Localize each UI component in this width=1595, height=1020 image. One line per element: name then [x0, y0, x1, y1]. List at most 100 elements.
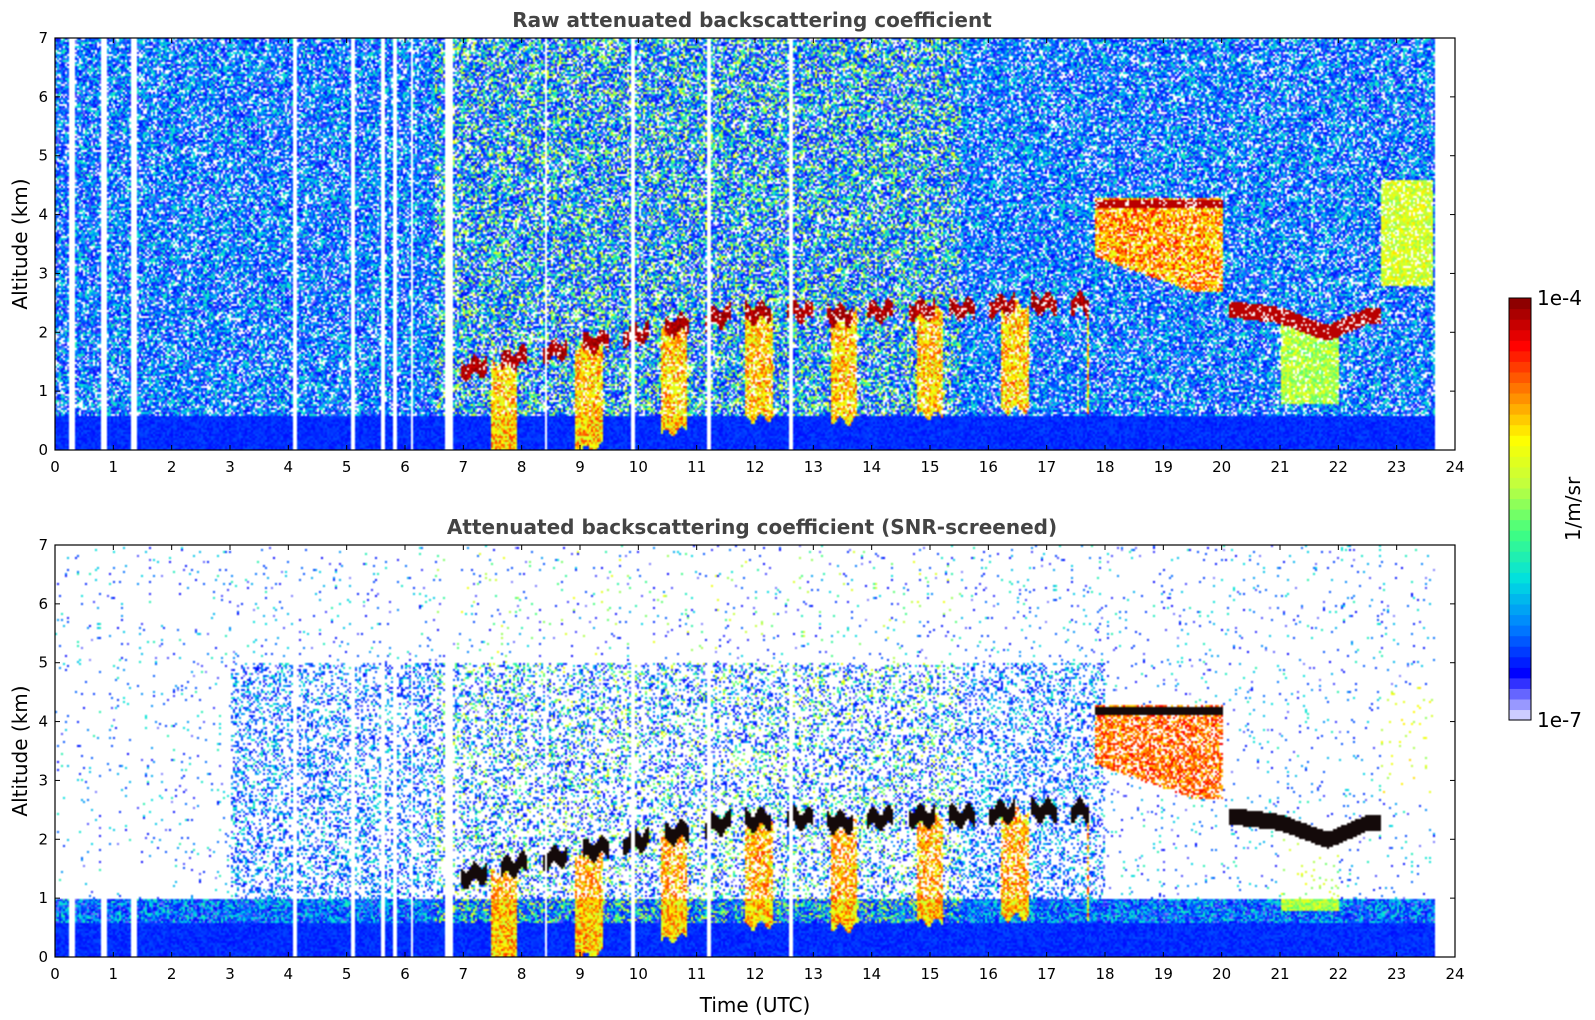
y-tick-label: 6 — [38, 88, 48, 106]
colorbar-level — [1509, 530, 1531, 542]
x-tick-label: 1 — [109, 965, 119, 983]
colorbar-level — [1509, 519, 1531, 531]
top-heatmap — [55, 38, 1455, 450]
colorbar-unit-label: 1/m/sr — [1561, 476, 1585, 541]
colorbar-level — [1509, 677, 1531, 689]
colorbar-level — [1509, 445, 1531, 457]
top-y-axis: 0 1 2 3 4 5 6 7 — [38, 29, 1455, 459]
colorbar-level — [1509, 329, 1531, 341]
colorbar-level — [1509, 698, 1531, 711]
x-tick-label: 6 — [400, 458, 410, 476]
y-tick-label: 5 — [38, 654, 48, 672]
x-tick-label: 7 — [459, 965, 469, 983]
x-tick-label: 10 — [629, 458, 648, 476]
colorbar-level — [1509, 466, 1531, 478]
y-tick-label: 6 — [38, 595, 48, 613]
y-tick-label: 4 — [38, 713, 48, 731]
x-tick-label: 14 — [862, 458, 881, 476]
x-tick-label: 2 — [167, 458, 177, 476]
y-tick-label: 3 — [38, 771, 48, 789]
x-tick-label: 2 — [167, 965, 177, 983]
top-heatmap-image — [55, 38, 1455, 450]
y-tick-label: 2 — [38, 323, 48, 341]
x-tick-label: 11 — [687, 458, 706, 476]
colorbar-level — [1509, 298, 1531, 310]
bottom-y-axis: 0 1 2 3 4 5 6 7 — [38, 536, 1455, 966]
x-tick-label: 14 — [862, 965, 881, 983]
colorbar-level — [1509, 603, 1531, 616]
x-tick-label: 12 — [745, 965, 764, 983]
top-x-axis: 0 1 2 3 4 5 6 7 8 9 10 11 12 13 14 15 16 17 18 19 20 21 22 23 24 — [50, 38, 1465, 476]
y-tick-label: 0 — [38, 441, 48, 459]
colorbar-level — [1509, 572, 1531, 584]
colorbar-level — [1509, 709, 1531, 721]
colorbar-level — [1509, 498, 1531, 510]
x-tick-label: 20 — [1212, 965, 1231, 983]
x-tick-label: 6 — [400, 965, 410, 983]
bottom-chart-title: Attenuated backscattering coefficient (S… — [447, 515, 1057, 539]
colorbar-level — [1509, 361, 1531, 373]
bottom-x-axis: 0 1 2 3 4 5 6 7 8 9 10 11 12 13 14 15 16 17 18 19 20 21 22 23 24 — [50, 545, 1465, 983]
colorbar-level — [1509, 424, 1531, 436]
x-tick-label: 7 — [459, 458, 469, 476]
top-chart-title: Raw attenuated backscattering coefficien… — [512, 8, 992, 32]
colorbar-level — [1509, 561, 1531, 573]
colorbar-max-label: 1e-4 — [1537, 286, 1582, 310]
x-tick-label: 4 — [284, 965, 294, 983]
y-tick-label: 3 — [38, 264, 48, 282]
colorbar-min-label: 1e-7 — [1537, 708, 1582, 732]
colorbar-level — [1509, 414, 1531, 426]
colorbar-level — [1509, 656, 1531, 668]
x-tick-label: 15 — [920, 458, 939, 476]
colorbar-level — [1509, 319, 1531, 331]
colorbar-level — [1509, 477, 1531, 489]
x-tick-label: 23 — [1387, 965, 1406, 983]
x-tick-label: 19 — [1154, 458, 1173, 476]
y-tick-label: 7 — [38, 536, 48, 554]
x-tick-label: 22 — [1329, 965, 1348, 983]
colorbar-level — [1509, 582, 1531, 594]
colorbar-level — [1509, 540, 1531, 552]
y-tick-label: 5 — [38, 147, 48, 165]
x-tick-label: 0 — [50, 458, 60, 476]
x-tick-label: 18 — [1095, 965, 1114, 983]
x-tick-label: 3 — [225, 965, 235, 983]
y-tick-label: 1 — [38, 889, 48, 907]
colorbar-level — [1509, 382, 1531, 394]
bottom-heatmap-image — [55, 545, 1455, 957]
colorbar-level — [1509, 593, 1531, 605]
x-tick-label: 9 — [575, 965, 585, 983]
x-tick-label: 18 — [1095, 458, 1114, 476]
colorbar-frame — [1508, 297, 1532, 721]
colorbar-level — [1509, 625, 1531, 637]
x-tick-label: 20 — [1212, 458, 1231, 476]
x-tick-label: 15 — [920, 965, 939, 983]
y-tick-label: 7 — [38, 29, 48, 47]
x-tick-label: 8 — [517, 458, 527, 476]
x-axis-label: Time (UTC) — [699, 993, 811, 1017]
x-tick-label: 13 — [804, 965, 823, 983]
x-tick-label: 11 — [687, 965, 706, 983]
x-tick-label: 12 — [745, 458, 764, 476]
x-tick-label: 16 — [979, 965, 998, 983]
x-tick-label: 17 — [1037, 458, 1056, 476]
bottom-heatmap — [55, 545, 1455, 957]
x-tick-label: 24 — [1445, 965, 1464, 983]
colorbar — [1509, 298, 1531, 721]
x-tick-label: 24 — [1445, 458, 1464, 476]
x-tick-label: 5 — [342, 965, 352, 983]
y-tick-label: 2 — [38, 830, 48, 848]
colorbar-level — [1509, 688, 1531, 700]
x-tick-label: 22 — [1329, 458, 1348, 476]
colorbar-level — [1509, 403, 1531, 415]
x-tick-label: 23 — [1387, 458, 1406, 476]
x-tick-label: 4 — [284, 458, 294, 476]
x-tick-label: 1 — [109, 458, 119, 476]
x-tick-label: 21 — [1270, 965, 1289, 983]
colorbar-level — [1509, 646, 1531, 658]
colorbar-level — [1509, 551, 1531, 563]
colorbar-level — [1509, 456, 1531, 468]
y-tick-label: 4 — [38, 206, 48, 224]
x-tick-label: 10 — [629, 965, 648, 983]
